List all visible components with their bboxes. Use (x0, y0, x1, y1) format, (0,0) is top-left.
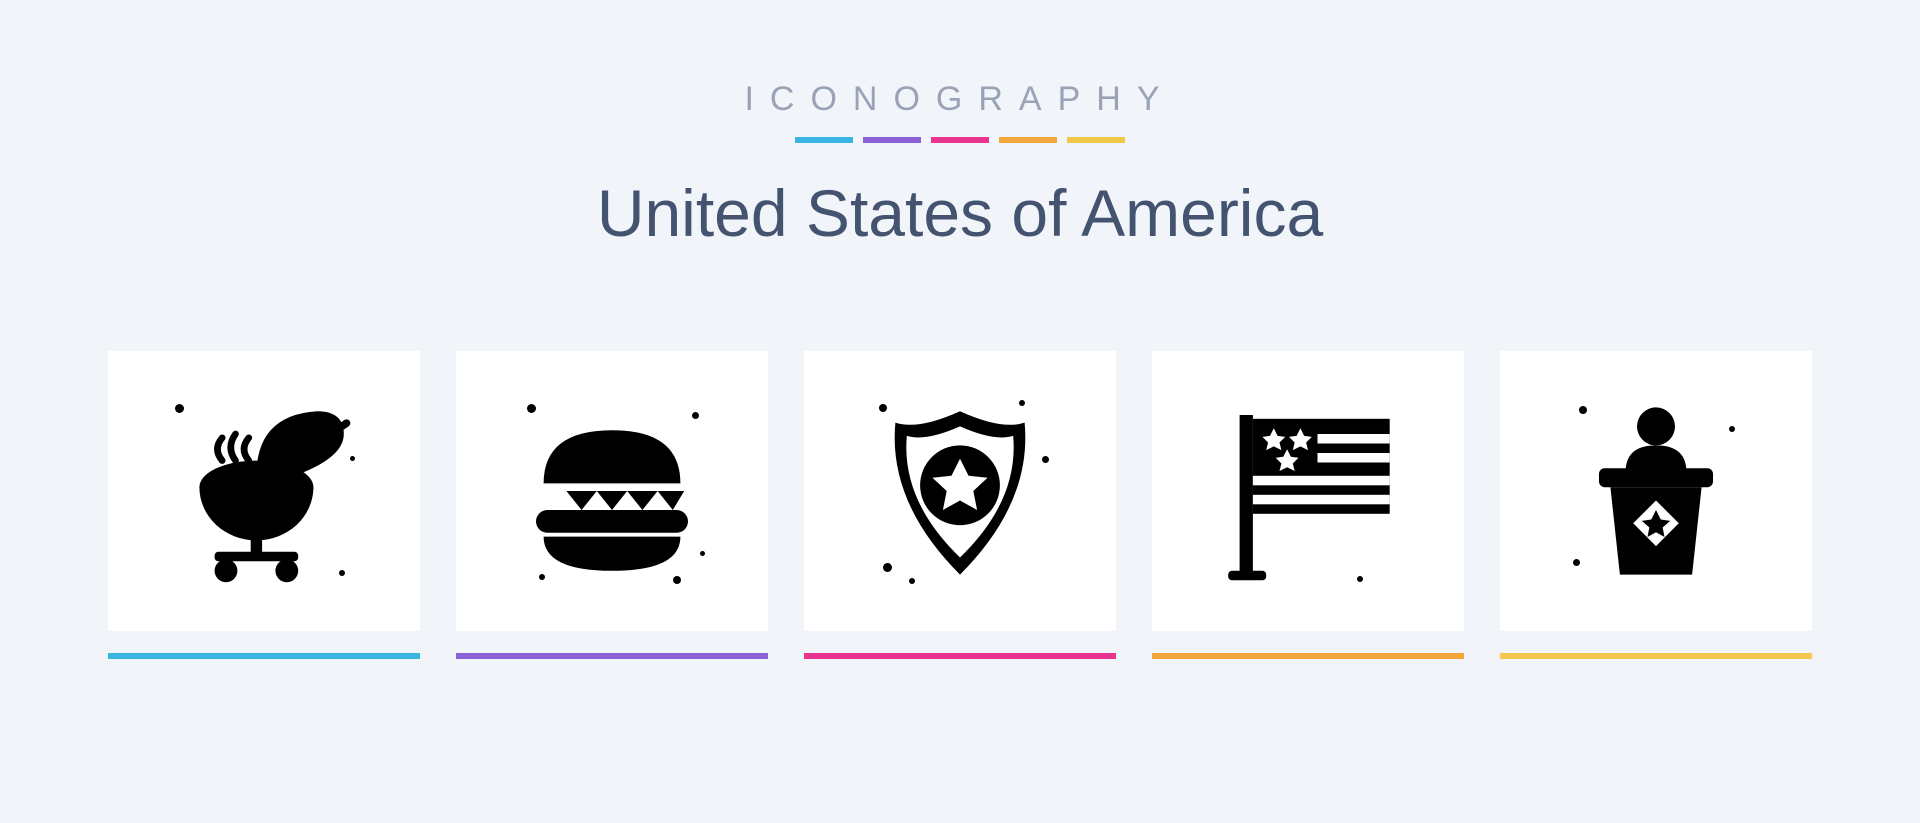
underline-seg (863, 137, 921, 143)
speaker-podium-icon (1561, 396, 1751, 586)
underline-seg (999, 137, 1057, 143)
card-surface (1500, 351, 1812, 631)
bbq-grill-icon (169, 396, 359, 586)
card-underline (456, 653, 768, 659)
burger-icon (517, 396, 707, 586)
card-surface (108, 351, 420, 631)
card-underline (108, 653, 420, 659)
card-underline (1500, 653, 1812, 659)
card-surface (804, 351, 1116, 631)
underline-seg (1067, 137, 1125, 143)
card-underline (1152, 653, 1464, 659)
card-surface (456, 351, 768, 631)
icon-card (456, 351, 768, 659)
page-title: United States of America (0, 175, 1920, 251)
icon-card (804, 351, 1116, 659)
usa-flag-icon (1213, 396, 1403, 586)
brand-text: ICONOGRAPHY (0, 80, 1920, 119)
icon-card (1500, 351, 1812, 659)
underline-seg (931, 137, 989, 143)
card-underline (804, 653, 1116, 659)
brand-underline (0, 137, 1920, 143)
icon-card (1152, 351, 1464, 659)
card-surface (1152, 351, 1464, 631)
icon-card-row (0, 351, 1920, 659)
shield-star-icon (865, 396, 1055, 586)
header: ICONOGRAPHY United States of America (0, 0, 1920, 251)
underline-seg (795, 137, 853, 143)
icon-card (108, 351, 420, 659)
